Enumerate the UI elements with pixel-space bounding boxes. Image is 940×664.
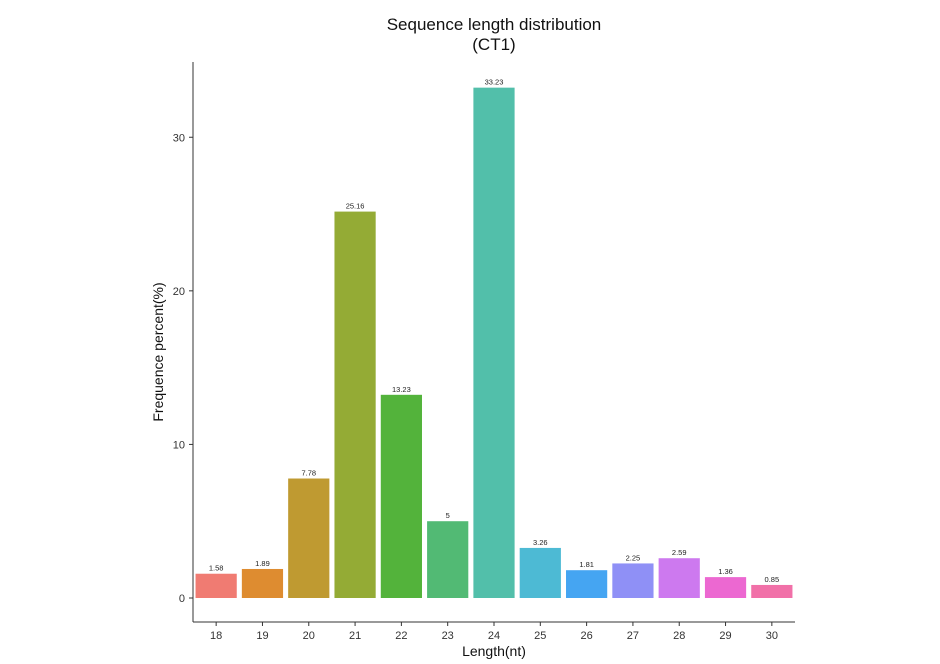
x-tick-label-22: 22	[395, 630, 407, 642]
y-axis-ticks: 0 10 20 30	[173, 132, 193, 605]
data-label-27: 2.25	[626, 553, 641, 562]
bar-22	[380, 394, 422, 598]
bar-18	[195, 573, 237, 598]
x-tick-label-24: 24	[488, 630, 500, 642]
data-label-22: 13.23	[392, 385, 411, 394]
bar-23	[427, 521, 469, 598]
y-axis-title: Frequence percent(%)	[150, 282, 166, 421]
x-tick-label-23: 23	[442, 630, 454, 642]
data-label-25: 3.26	[533, 538, 548, 547]
bar-29	[704, 577, 747, 598]
chart-subtitle: (CT1)	[472, 35, 515, 54]
y-tick-label-30: 30	[173, 132, 185, 144]
data-label-29: 1.36	[718, 567, 733, 576]
chart-title: Sequence length distribution	[387, 15, 602, 34]
bar-26	[566, 570, 608, 598]
x-tick-label-30: 30	[766, 630, 778, 642]
bar-25	[519, 547, 561, 598]
x-tick-label-20: 20	[303, 630, 315, 642]
bar-28	[658, 558, 700, 598]
x-tick-label-19: 19	[256, 630, 268, 642]
data-label-20: 7.78	[301, 469, 316, 478]
bar-24	[473, 87, 515, 599]
data-label-26: 1.81	[579, 560, 594, 569]
x-axis-title: Length(nt)	[462, 643, 526, 659]
bar-21	[334, 211, 376, 598]
data-label-21: 25.16	[346, 202, 365, 211]
data-label-30: 0.85	[765, 575, 780, 584]
x-tick-label-27: 27	[627, 630, 639, 642]
x-axis-ticks: 18 19 20 21 22 23 24 25 26 27 28 29 30	[210, 622, 778, 642]
data-labels-group: 1.58 1.89 7.78 25.16 13.23 5 33.23 3.26 1.81 2.25…	[209, 78, 779, 584]
data-label-23: 5	[446, 511, 450, 520]
data-label-24: 33.23	[485, 78, 504, 87]
x-tick-label-29: 29	[719, 630, 731, 642]
bar-30	[751, 584, 793, 598]
data-label-28: 2.59	[672, 548, 687, 557]
data-label-18: 1.58	[209, 564, 224, 573]
bar-19	[241, 568, 284, 598]
bar-27	[612, 563, 654, 598]
y-tick-label-0: 0	[179, 593, 185, 605]
x-tick-label-28: 28	[673, 630, 685, 642]
x-tick-label-18: 18	[210, 630, 222, 642]
y-tick-label-10: 10	[173, 439, 185, 451]
x-tick-label-26: 26	[580, 630, 592, 642]
bar-20	[288, 478, 330, 598]
bars-group	[195, 87, 793, 599]
y-tick-label-20: 20	[173, 286, 185, 298]
x-tick-label-25: 25	[534, 630, 546, 642]
data-label-19: 1.89	[255, 559, 270, 568]
x-tick-label-21: 21	[349, 630, 361, 642]
